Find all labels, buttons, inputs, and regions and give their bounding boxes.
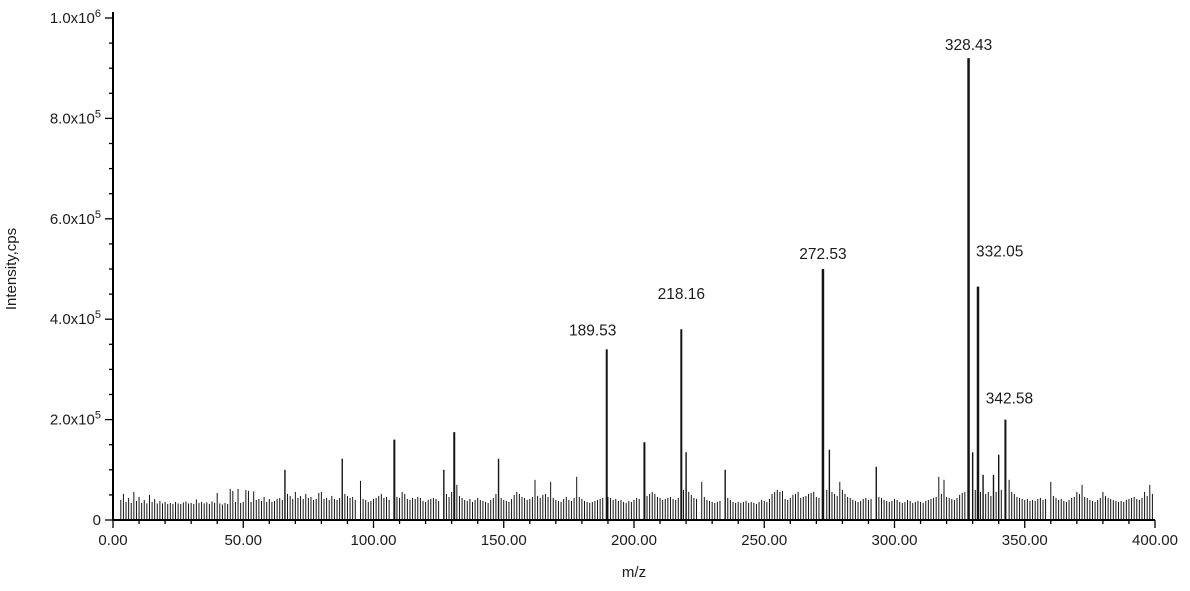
x-tick-label: 0.00 xyxy=(98,532,127,549)
y-tick-label: 4.0x105 xyxy=(50,309,101,328)
x-axis-title: m/z xyxy=(622,564,646,581)
axis-titles: Intensity,cps m/z xyxy=(3,228,646,581)
peak-label: 189.53 xyxy=(569,322,616,339)
spectrum-peaks xyxy=(120,432,1153,519)
axes xyxy=(112,12,1155,521)
x-tick-label: 250.00 xyxy=(741,532,787,549)
x-tick-label: 200.00 xyxy=(611,532,657,549)
x-tick-label: 150.00 xyxy=(481,532,527,549)
y-tick-label: 6.0x105 xyxy=(50,209,101,228)
x-tick-label: 350.00 xyxy=(1002,532,1048,549)
x-tick-label: 100.00 xyxy=(351,532,397,549)
y-tick-label: 0 xyxy=(93,512,101,529)
x-tick-label: 400.00 xyxy=(1132,532,1178,549)
x-axis-ticks: 0.00 50.00 100.00 150.00 200.00 250.00 300.00 3… xyxy=(98,520,1178,549)
peak-label: 328.43 xyxy=(945,37,992,54)
y-tick-label: 2.0x105 xyxy=(50,410,101,429)
peak-label: 272.53 xyxy=(799,246,846,263)
peak-label: 218.16 xyxy=(658,286,705,303)
y-tick-label: 1.0x106 xyxy=(50,8,101,27)
x-tick-label: 50.00 xyxy=(224,532,262,549)
y-tick-label: 8.0x105 xyxy=(50,108,101,127)
y-axis-ticks: 0 2.0x105 4.0x105 6.0x105 8.0x105 1.0x106 xyxy=(50,8,113,529)
peak-label: 342.58 xyxy=(986,391,1033,408)
y-axis-title: Intensity,cps xyxy=(3,228,20,310)
x-tick-label: 300.00 xyxy=(872,532,918,549)
peak-label: 332.05 xyxy=(976,244,1023,261)
labeled-peaks: 189.53 218.16 272.53 328.43 332.05 342.58 xyxy=(569,37,1033,519)
